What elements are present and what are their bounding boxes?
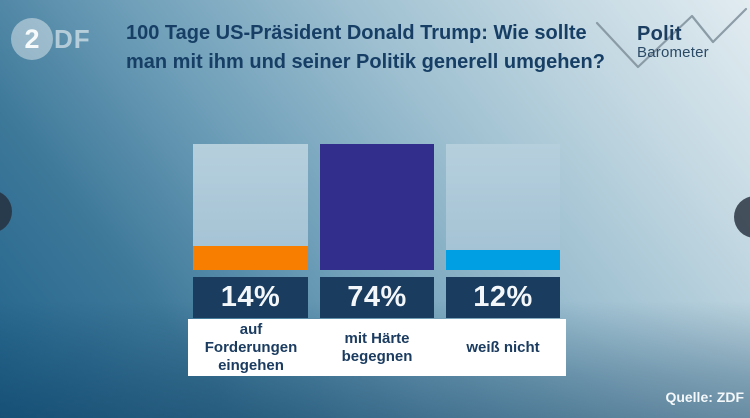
value-label: 12% [473,281,533,313]
category-label-weiss-nicht: weiß nicht [466,338,540,356]
zdf-logo-wordmark: DF [54,24,91,54]
category-label-auf-forderungen: auf Forderungen eingehen [204,320,298,374]
barometer-zigzag-icon [595,7,748,69]
category-label-mit-haerte: mit Härte begegnen [341,329,413,365]
value-box-auf-forderungen: 14% [193,277,308,318]
bar-track-mit-haerte [320,144,434,270]
chart-question-title: 100 Tage US-Präsident Donald Trump: Wie … [126,22,605,73]
carousel-prev-circle[interactable] [0,190,12,233]
politbarometer-logo: Polit Barometer [595,2,750,80]
bar-fill-mit-haerte [320,144,434,270]
category-label-box: auf Forderungen eingehen mit Härte begeg… [188,319,566,376]
value-box-weiss-nicht: 12% [446,277,560,318]
bar-track-auf-forderungen [193,144,308,270]
zdf-logo: 2 DF [11,18,91,60]
zdf-logo-disc: 2 [11,18,53,60]
source-credit: Quelle: ZDF [665,389,744,405]
politbarometer-logo-line1: Polit [637,23,682,45]
value-label: 14% [220,281,281,313]
carousel-next-circle[interactable] [734,196,750,238]
bar-fill-auf-forderungen [193,246,308,270]
politbarometer-logo-line2: Barometer [637,44,709,61]
bar-track-weiss-nicht [446,144,560,270]
bar-fill-weiss-nicht [446,250,560,270]
value-label: 74% [347,281,407,313]
value-box-mit-haerte: 74% [320,277,434,318]
zdf-logo-2-glyph: 2 [24,23,40,54]
